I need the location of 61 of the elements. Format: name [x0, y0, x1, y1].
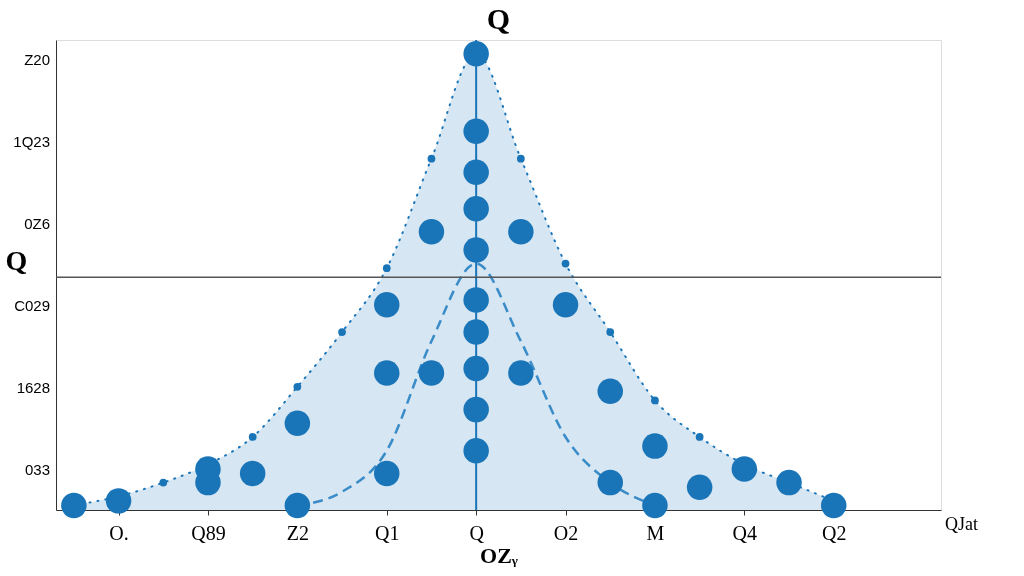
point	[463, 396, 489, 423]
point	[508, 360, 534, 386]
text: Z20	[24, 51, 50, 68]
point	[284, 410, 311, 437]
point	[463, 40, 489, 67]
point	[695, 433, 704, 441]
point	[463, 118, 489, 144]
x-tick-label: Q2	[822, 521, 847, 544]
chart-title: Q	[486, 2, 511, 35]
x-tick-label: Q	[469, 521, 485, 544]
text: C029	[14, 297, 50, 314]
point	[552, 291, 579, 318]
point	[239, 460, 266, 487]
point	[463, 237, 489, 263]
point	[338, 328, 346, 336]
point	[597, 378, 623, 405]
x-tick-label: Q89	[191, 521, 226, 544]
y-axis-title: Q	[5, 244, 28, 276]
point	[463, 196, 489, 222]
point	[248, 433, 257, 441]
point	[776, 469, 802, 496]
point	[463, 287, 489, 313]
point	[731, 456, 758, 482]
point	[463, 355, 489, 382]
point	[61, 492, 87, 519]
point	[293, 382, 302, 391]
point	[597, 469, 623, 496]
point	[463, 319, 489, 345]
point	[463, 437, 489, 464]
point	[508, 218, 534, 245]
text: QJat	[945, 514, 978, 534]
text: 033	[24, 461, 50, 478]
x-tick-label: M	[646, 521, 665, 544]
x-tick-label: O2	[553, 521, 579, 544]
x-tick-label: Z2	[286, 521, 309, 544]
point	[382, 264, 391, 273]
point	[561, 259, 570, 268]
point	[651, 396, 659, 405]
text: 1628	[16, 379, 50, 396]
x-tick-label: Q4	[732, 521, 758, 544]
point	[284, 492, 311, 519]
point	[374, 360, 400, 386]
point	[606, 328, 615, 336]
point	[374, 460, 400, 487]
x-tick-label: Q1	[375, 521, 400, 544]
x-axis-title: OZᵧ	[480, 542, 518, 568]
point	[463, 159, 489, 186]
point	[418, 360, 445, 386]
point	[686, 474, 713, 500]
text: 0Z6	[24, 215, 50, 232]
point	[374, 291, 400, 318]
x-tick-label: O.	[109, 521, 129, 544]
point	[105, 488, 132, 514]
point	[642, 492, 668, 519]
point	[159, 478, 168, 487]
point	[642, 433, 668, 459]
point	[820, 492, 847, 519]
point	[516, 154, 525, 163]
point	[427, 154, 436, 163]
point	[418, 218, 445, 245]
text: 1Q23	[13, 133, 50, 150]
